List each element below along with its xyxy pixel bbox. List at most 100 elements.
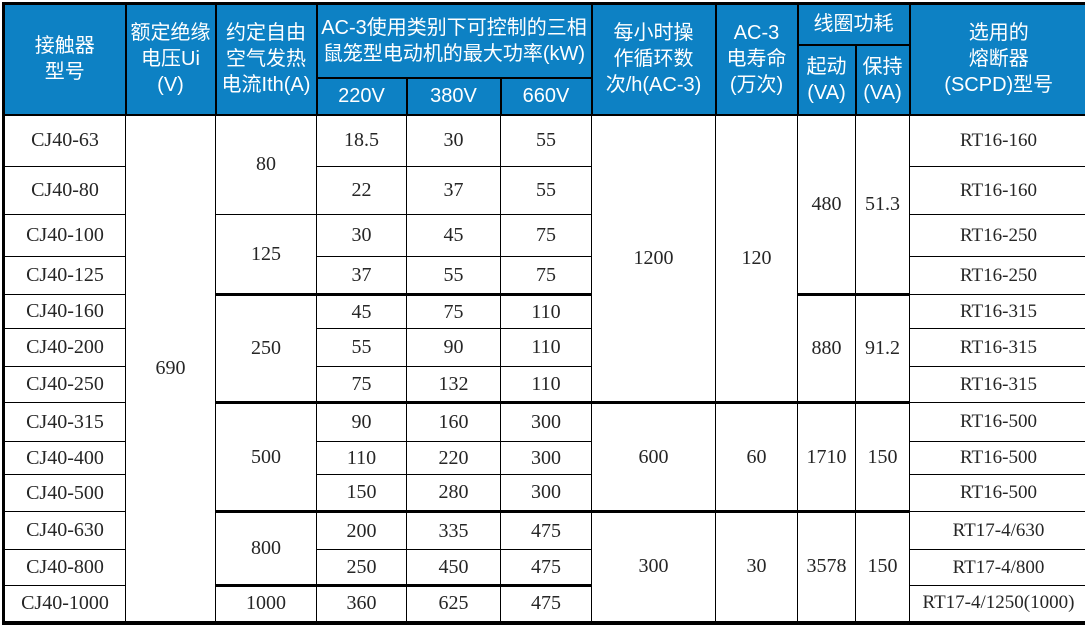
table-row: CJ40-800 250 450 475 RT17-4/800: [3, 549, 1085, 587]
cell-hold-va: 150: [855, 402, 910, 513]
cell-p220: 250: [316, 549, 407, 587]
cell-model: CJ40-400: [3, 441, 126, 475]
table-row: CJ40-630 800 200 335 475 300 30 3578 150…: [3, 511, 1085, 623]
cell-model: CJ40-500: [3, 474, 126, 512]
cell-fuse: RT16-500: [909, 441, 1085, 475]
header-380v: 380V: [405, 76, 502, 116]
cell-p660: 300: [500, 441, 592, 475]
cell-p660: 475: [500, 585, 592, 623]
header-220v: 220V: [315, 76, 408, 116]
cell-ith: 80: [215, 114, 317, 215]
cell-model: CJ40-200: [3, 328, 126, 367]
header-ops-cycles: 每小时操 作循环数 次/h(AC-3): [590, 2, 717, 116]
table-row: CJ40-400 110 220 300 RT16-500: [3, 441, 1085, 475]
cell-fuse: RT16-315: [909, 366, 1085, 403]
cell-start-va: 880: [797, 294, 856, 404]
cell-p220: 30: [316, 214, 407, 257]
header-660v: 660V: [499, 76, 593, 116]
table-row: CJ40-125 37 55 75 RT16-250: [3, 256, 1085, 296]
cell-model: CJ40-80: [3, 166, 126, 215]
cell-start-va: 3578: [797, 511, 856, 623]
cell-model: CJ40-315: [3, 402, 126, 442]
header-coil-hold: 保持 (VA): [854, 43, 911, 116]
cell-p220: 18.5: [316, 114, 407, 167]
cell-fuse: RT16-500: [909, 474, 1085, 512]
cell-p380: 37: [406, 166, 501, 215]
cell-fuse: RT16-160: [909, 166, 1085, 215]
cell-p220: 110: [316, 441, 407, 475]
cell-p220: 37: [316, 256, 407, 296]
cell-p660: 75: [500, 256, 592, 296]
cell-p220: 22: [316, 166, 407, 215]
cell-p380: 90: [406, 328, 501, 367]
cell-fuse: RT16-250: [909, 214, 1085, 257]
cell-p380: 450: [406, 549, 501, 587]
cell-life: 120: [715, 114, 798, 404]
table-body: CJ40-63 690 80 18.5 30 55 1200 120 480 5…: [3, 114, 1085, 623]
cell-p380: 625: [406, 585, 501, 623]
cell-p660: 55: [500, 166, 592, 215]
header-fuse: 选用的 熔断器 (SCPD)型号: [908, 2, 1085, 116]
cell-ops-cycles: 1200: [591, 114, 716, 404]
cell-fuse: RT17-4/1250(1000): [909, 585, 1085, 623]
cell-ops-cycles: 600: [591, 402, 716, 513]
cell-fuse: RT16-250: [909, 256, 1085, 295]
cell-ith: 500: [215, 402, 317, 513]
cell-p380: 280: [406, 474, 501, 513]
cell-hold-va: 51.3: [855, 114, 910, 296]
cell-ops-cycles: 300: [591, 511, 716, 623]
cell-fuse: RT17-4/800: [909, 549, 1085, 586]
table-row: CJ40-1000 1000 360 625 475 RT17-4/1250(1…: [3, 585, 1085, 623]
cell-p220: 75: [316, 366, 407, 404]
cell-p220: 150: [316, 474, 407, 513]
table-row: CJ40-500 150 280 300 RT16-500: [3, 474, 1085, 513]
cell-p660: 110: [500, 328, 592, 367]
cell-model: CJ40-250: [3, 366, 126, 403]
cell-model: CJ40-125: [3, 256, 126, 295]
cell-model: CJ40-630: [3, 511, 126, 550]
table-row: CJ40-250 75 132 110 RT16-315: [3, 366, 1085, 404]
cell-p380: 30: [406, 114, 501, 167]
cell-model: CJ40-1000: [3, 585, 126, 623]
header-electrical-life: AC-3 电寿命 (万次): [714, 2, 799, 116]
table-row: CJ40-160 250 45 75 110 880 91.2 RT16-315: [3, 294, 1085, 404]
cell-p660: 110: [500, 366, 592, 404]
cell-p660: 55: [500, 114, 592, 167]
header-ac3-max-power-group: AC-3使用类别下可控制的三相 鼠笼型电动机的最大功率(kW): [315, 2, 593, 79]
cell-fuse: RT16-500: [909, 402, 1085, 442]
cell-ith: 125: [215, 214, 317, 296]
cell-fuse: RT17-4/630: [909, 511, 1085, 550]
cell-p220: 55: [316, 328, 407, 367]
header-coil-power-group: 线圈功耗: [796, 2, 911, 46]
cell-p220: 200: [316, 511, 407, 550]
cell-p380: 335: [406, 511, 501, 550]
header-insulation-voltage: 额定绝缘 电压Ui (V): [124, 2, 217, 116]
cell-ui-voltage: 690: [125, 114, 216, 623]
cell-hold-va: 150: [855, 511, 910, 623]
cell-fuse: RT16-315: [909, 328, 1085, 367]
cell-p660: 110: [500, 294, 592, 329]
cell-p660: 300: [500, 402, 592, 442]
cell-start-va: 480: [797, 114, 856, 296]
cell-ith: 1000: [215, 585, 317, 623]
cell-start-va: 1710: [797, 402, 856, 513]
table-row: CJ40-63 690 80 18.5 30 55 1200 120 480 5…: [3, 114, 1085, 623]
cell-p380: 55: [406, 256, 501, 296]
table-header: 接触器 型号 额定绝缘 电压Ui (V) 约定自由 空气发热 电流Ith(A) …: [2, 2, 1085, 116]
cell-hold-va: 91.2: [855, 294, 910, 404]
header-coil-start: 起动 (VA): [796, 43, 857, 116]
header-model: 接触器 型号: [2, 2, 127, 116]
cell-model: CJ40-800: [3, 549, 126, 586]
cell-p220: 45: [316, 294, 407, 329]
cell-p380: 75: [406, 294, 501, 329]
table-row: CJ40-80 22 37 55 RT16-160: [3, 166, 1085, 215]
cell-model: CJ40-63: [3, 114, 126, 167]
cell-p220: 360: [316, 585, 407, 623]
cell-fuse: RT16-315: [909, 294, 1085, 329]
cell-p380: 45: [406, 214, 501, 257]
cell-p380: 220: [406, 441, 501, 475]
cell-p660: 75: [500, 214, 592, 257]
cell-p660: 475: [500, 549, 592, 587]
cell-p380: 132: [406, 366, 501, 404]
